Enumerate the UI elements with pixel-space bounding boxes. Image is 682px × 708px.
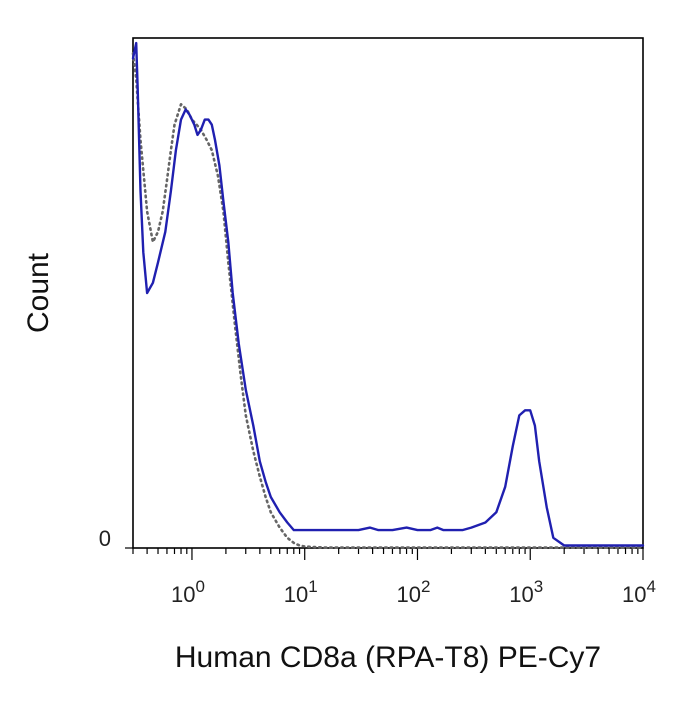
x-tick-label-base: 10 bbox=[171, 582, 195, 607]
x-axis-tick-labels: 100 101 102 103 104 bbox=[171, 577, 656, 607]
series-line-solid bbox=[131, 41, 645, 547]
y-axis-ticks: 0 bbox=[99, 526, 133, 551]
x-tick-label-base: 10 bbox=[397, 582, 421, 607]
x-tick-label-base: 10 bbox=[284, 582, 308, 607]
x-axis-ticks bbox=[132, 548, 644, 560]
series-layer bbox=[131, 41, 645, 549]
y-tick-label: 0 bbox=[99, 526, 111, 551]
x-tick-label-exponent: 2 bbox=[421, 577, 430, 596]
x-tick-label: 101 bbox=[284, 577, 318, 607]
y-axis-label: Count bbox=[22, 252, 55, 333]
x-tick-label-exponent: 3 bbox=[534, 577, 543, 596]
x-tick-label-base: 10 bbox=[622, 582, 646, 607]
x-tick-label-exponent: 0 bbox=[195, 577, 204, 596]
x-tick-label-base: 10 bbox=[509, 582, 533, 607]
x-axis-label: Human CD8a (RPA-T8) PE-Cy7 bbox=[175, 641, 601, 674]
x-tick-label: 104 bbox=[622, 577, 656, 607]
x-tick-label-exponent: 1 bbox=[308, 577, 317, 596]
plot-frame bbox=[132, 37, 644, 549]
series-line-dotted bbox=[131, 51, 645, 549]
x-tick-label: 102 bbox=[397, 577, 431, 607]
x-tick-label-exponent: 4 bbox=[647, 577, 656, 596]
x-tick-label: 103 bbox=[509, 577, 543, 607]
x-tick-label: 100 bbox=[171, 577, 205, 607]
